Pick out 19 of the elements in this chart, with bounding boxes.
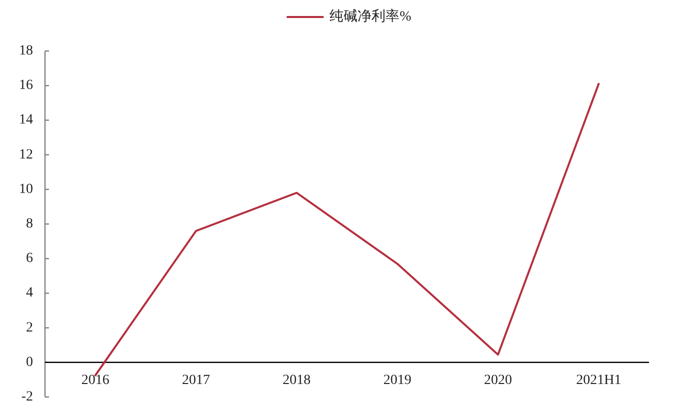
x-tick-label: 2016 bbox=[81, 372, 110, 388]
legend-label: 纯碱净利率% bbox=[330, 8, 412, 24]
y-tick-label: -2 bbox=[21, 390, 33, 404]
x-tick-label: 2018 bbox=[282, 372, 311, 388]
x-tick-label: 2020 bbox=[484, 372, 512, 388]
y-tick-label: 18 bbox=[19, 44, 33, 58]
y-tick-label: 10 bbox=[19, 182, 33, 197]
y-tick-label: 6 bbox=[26, 251, 33, 266]
legend: 纯碱净利率% bbox=[286, 10, 412, 24]
x-tick-label: 2021H1 bbox=[576, 372, 622, 388]
y-tick-label: 0 bbox=[26, 354, 33, 370]
y-tick-label: 14 bbox=[19, 112, 33, 128]
y-tick-label: 12 bbox=[19, 147, 33, 162]
y-tick-label: 4 bbox=[26, 286, 33, 301]
x-tick-label: 2019 bbox=[383, 372, 412, 388]
y-tick-label: 2 bbox=[26, 320, 33, 336]
x-tick-label: 2017 bbox=[182, 372, 210, 388]
y-tick-label: 8 bbox=[26, 216, 33, 232]
y-tick-label: 16 bbox=[19, 78, 33, 94]
